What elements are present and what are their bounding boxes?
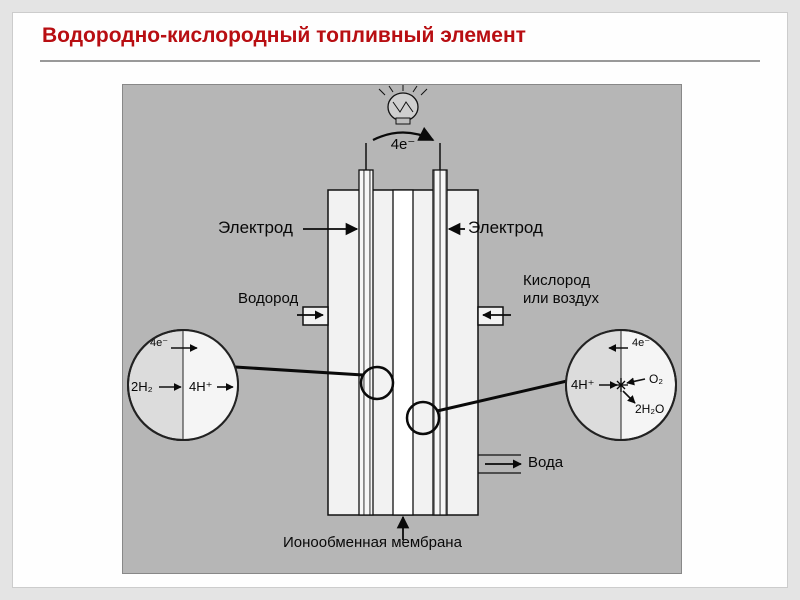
title-bar: Водородно-кислородный топливный элемент	[12, 12, 788, 56]
diagram-svg: 4e⁻ 2H₂ 4H⁺ 4e⁻ 4H⁺	[123, 85, 683, 575]
label-water: Вода	[528, 454, 564, 471]
label-4e-top: 4e⁻	[391, 136, 416, 153]
title-underline	[40, 60, 760, 62]
membrane	[393, 190, 413, 515]
diagram: 4e⁻ 2H₂ 4H⁺ 4e⁻ 4H⁺	[122, 84, 682, 574]
anode-h2-label: 2H₂	[131, 379, 153, 394]
left-electrode	[359, 170, 373, 515]
label-oxygen-1: Кислород	[523, 272, 590, 289]
cathode-h2o-label: 2H₂O	[635, 402, 664, 416]
cathode-4h-label: 4H⁺	[571, 377, 594, 392]
bulb-circuit	[366, 85, 440, 170]
cathode-4e-label: 4e⁻	[632, 337, 650, 349]
label-electrode-left: Электрод	[218, 218, 293, 237]
lightbulb-icon	[379, 85, 427, 124]
anode-zoom-circle: 4e⁻ 2H₂ 4H⁺	[128, 330, 238, 440]
anode-4h-label: 4H⁺	[189, 379, 212, 394]
slide-frame: Водородно-кислородный топливный элемент	[0, 0, 800, 600]
label-oxygen-2: или воздух	[523, 290, 599, 307]
label-hydrogen: Водород	[238, 290, 298, 307]
cathode-zoom-circle: 4e⁻ 4H⁺ O₂ 2H₂O	[566, 330, 676, 440]
label-membrane: Ионообменная мембрана	[283, 534, 463, 551]
cathode-o2-label: O₂	[649, 372, 663, 386]
label-electrode-right: Электрод	[468, 218, 543, 237]
right-electrode	[433, 170, 447, 515]
page-title: Водородно-кислородный топливный элемент	[42, 24, 758, 48]
